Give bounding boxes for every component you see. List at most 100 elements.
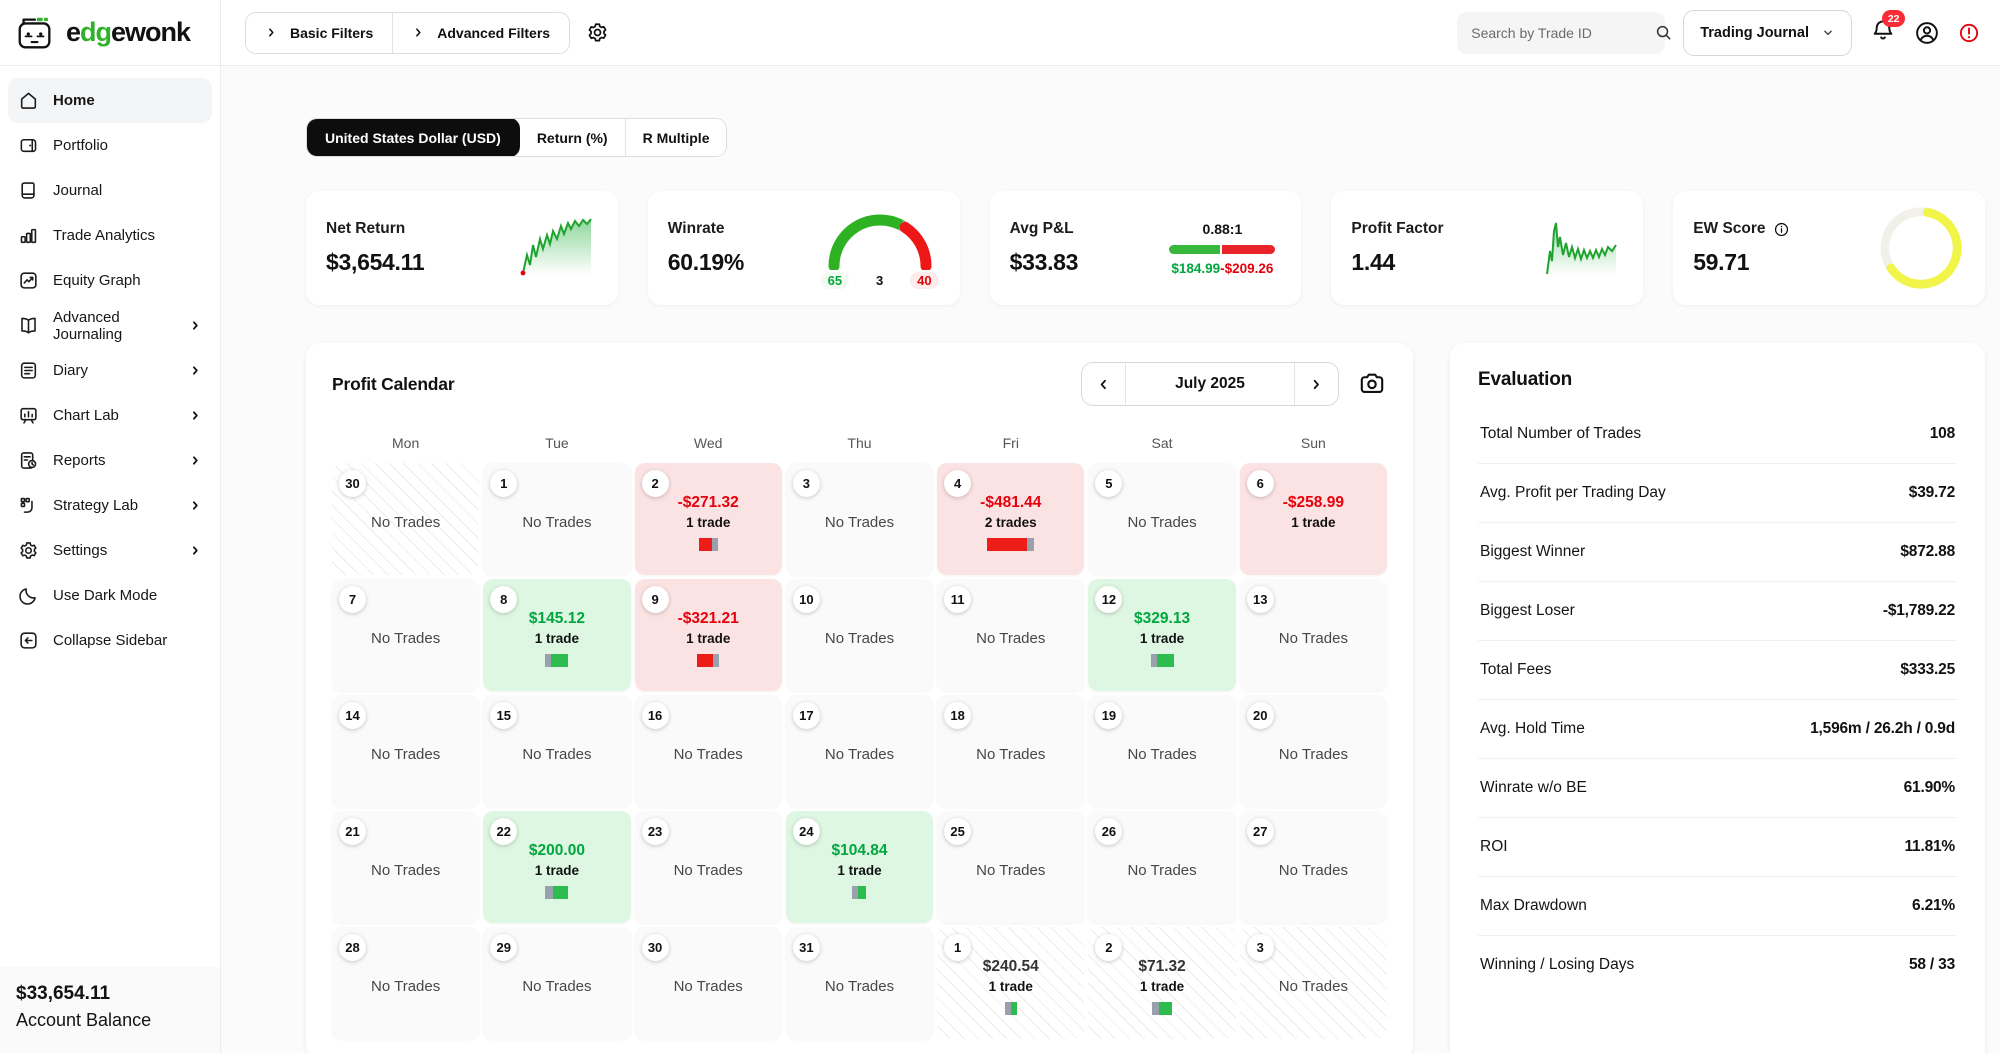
tab-united-states-dollar-usd-[interactable]: United States Dollar (USD) [307, 119, 521, 156]
day-cell-body: $329.13 1 trade [1088, 579, 1235, 691]
chevron-right-icon [189, 454, 202, 467]
advanced-filters-button[interactable]: Advanced Filters [392, 12, 570, 53]
calendar-day-17[interactable]: 17 No Trades [785, 695, 934, 807]
day-cell-body: No Trades [332, 811, 479, 923]
day-pnl: $240.54 [982, 957, 1039, 975]
calendar-day-26[interactable]: 26 No Trades [1088, 811, 1236, 923]
calendar-day-23[interactable]: 23 No Trades [634, 811, 782, 923]
evaluation-rows: Total Number of Trades 108 Avg. Profit per… [1478, 405, 1957, 994]
day-trade-count: 1 trade [1139, 630, 1185, 646]
calendar-day-30-adjacent[interactable]: 30 No Trades [332, 463, 480, 575]
day-number-badge: 16 [641, 702, 669, 729]
eval-row-total-fees: Total Fees $333.25 [1478, 641, 1957, 700]
next-month-button[interactable] [1294, 363, 1338, 405]
calendar-day-15[interactable]: 15 No Trades [483, 695, 631, 807]
previous-month-button[interactable] [1082, 363, 1126, 405]
calendar-header: Profit Calendar July 2025 [332, 362, 1387, 406]
account-icon[interactable] [1914, 20, 1940, 46]
day-cell-body: No Trades [332, 695, 479, 807]
filter-settings-gear-icon[interactable] [586, 21, 609, 44]
calendar-day-21[interactable]: 21 No Trades [332, 811, 480, 923]
sidebar-item-advanced-journaling[interactable]: Advanced Journaling [8, 303, 212, 348]
calendar-day-8[interactable]: 8 $145.12 1 trade [483, 579, 631, 691]
day-number-badge: 8 [490, 586, 518, 613]
day-winloss-bar [1152, 1001, 1173, 1015]
ew-score-label: EW Score [1693, 220, 1789, 238]
sidebar-item-chart-lab[interactable]: Chart Lab [8, 393, 212, 438]
notifications-button[interactable]: 22 [1870, 10, 1905, 48]
calendar-day-22[interactable]: 22 $200.00 1 trade [483, 811, 631, 923]
search-icon[interactable] [1654, 23, 1673, 42]
sidebar-item-settings[interactable]: Settings [8, 528, 212, 573]
day-number-badge: 2 [641, 470, 669, 497]
day-cell-body: No Trades [1240, 927, 1387, 1039]
calendar-day-2-adjacent[interactable]: 2 $71.32 1 trade [1088, 927, 1236, 1039]
calendar-day-11[interactable]: 11 No Trades [937, 579, 1085, 691]
sidebar-item-strategy-lab[interactable]: Strategy Lab [8, 483, 212, 528]
alert-icon[interactable] [1958, 22, 1980, 44]
current-month-label: July 2025 [1175, 375, 1245, 392]
calendar-day-24[interactable]: 24 $104.84 1 trade [785, 811, 934, 923]
calendar-day-7[interactable]: 7 No Trades [332, 579, 480, 691]
brand-logo[interactable]: edgewonk [0, 0, 221, 65]
brand-wordmark: edgewonk [66, 17, 191, 47]
day-trade-count: 1 trade [988, 978, 1033, 994]
calendar-day-1[interactable]: 1 No Trades [483, 463, 631, 575]
calendar-day-20[interactable]: 20 No Trades [1239, 695, 1387, 807]
calendar-day-29[interactable]: 29 No Trades [483, 927, 631, 1039]
search-input[interactable] [1469, 23, 1655, 42]
winrate-label: Winrate [667, 220, 725, 237]
calendar-day-4[interactable]: 4 -$481.44 2 trades [937, 463, 1085, 575]
no-trades-label: No Trades [371, 629, 441, 647]
calendar-day-25[interactable]: 25 No Trades [937, 811, 1085, 923]
sidebar-item-use-dark-mode[interactable]: Use Dark Mode [8, 573, 212, 618]
sidebar-item-collapse-sidebar[interactable]: Collapse Sidebar [8, 618, 212, 663]
calendar-day-14[interactable]: 14 No Trades [332, 695, 480, 807]
day-trade-count: 1 trade [837, 862, 882, 878]
basic-filters-button[interactable]: Basic Filters [246, 12, 393, 53]
tab-r-multiple[interactable]: R Multiple [625, 119, 727, 156]
info-icon[interactable] [1773, 221, 1790, 238]
tab-return-[interactable]: Return (%) [519, 119, 626, 156]
calendar-day-13[interactable]: 13 No Trades [1239, 579, 1387, 691]
sidebar-item-reports[interactable]: Reports [8, 438, 212, 483]
sidebar-item-diary[interactable]: Diary [8, 348, 212, 393]
no-trades-label: No Trades [673, 745, 743, 763]
calendar-day-18[interactable]: 18 No Trades [937, 695, 1085, 807]
journal-selector[interactable]: Trading Journal [1683, 9, 1852, 56]
day-winloss-bar [987, 537, 1035, 551]
eval-row-biggest-loser: Biggest Loser -$1,789.22 [1478, 582, 1957, 641]
day-number-badge: 7 [339, 586, 366, 613]
calendar-day-31[interactable]: 31 No Trades [785, 927, 934, 1039]
day-winloss-bar [698, 537, 718, 551]
calendar-day-19[interactable]: 19 No Trades [1088, 695, 1236, 807]
day-winloss-bar [545, 653, 569, 667]
sidebar-item-portfolio[interactable]: Portfolio [8, 123, 212, 168]
calendar-day-30[interactable]: 30 No Trades [634, 927, 782, 1039]
sidebar-item-home[interactable]: Home [8, 78, 212, 123]
day-pnl: $71.32 [1138, 957, 1186, 975]
eval-label: Max Drawdown [1480, 897, 1587, 914]
calendar-day-28[interactable]: 28 No Trades [332, 927, 480, 1039]
calendar-day-5[interactable]: 5 No Trades [1088, 463, 1236, 575]
calendar-day-1-adjacent[interactable]: 1 $240.54 1 trade [937, 927, 1085, 1039]
sidebar-item-label: Advanced Journaling [53, 308, 123, 343]
screenshot-camera-icon[interactable] [1357, 369, 1387, 399]
chevron-right-icon [189, 319, 202, 332]
calendar-day-2[interactable]: 2 -$271.32 1 trade [634, 463, 782, 575]
sidebar-item-equity-graph[interactable]: Equity Graph [8, 258, 212, 303]
calendar-day-12[interactable]: 12 $329.13 1 trade [1088, 579, 1236, 691]
avg-pl-card: Avg P&L $33.83 0.88:1 $184.99-$209.26 [989, 191, 1302, 305]
sidebar-item-journal[interactable]: Journal [8, 168, 212, 213]
calendar-day-16[interactable]: 16 No Trades [634, 695, 782, 807]
calendar-day-9[interactable]: 9 -$321.21 1 trade [634, 579, 782, 691]
sidebar-item-label: Use Dark Mode [53, 587, 158, 604]
sidebar-item-trade-analytics[interactable]: Trade Analytics [8, 213, 212, 258]
calendar-day-10[interactable]: 10 No Trades [785, 579, 934, 691]
calendar-day-3[interactable]: 3 No Trades [785, 463, 934, 575]
calendar-day-27[interactable]: 27 No Trades [1239, 811, 1387, 923]
calendar-day-6[interactable]: 6 -$258.99 1 trade [1239, 463, 1387, 575]
day-trade-count: 1 trade [534, 862, 580, 878]
calendar-day-3-adjacent[interactable]: 3 No Trades [1239, 927, 1387, 1039]
